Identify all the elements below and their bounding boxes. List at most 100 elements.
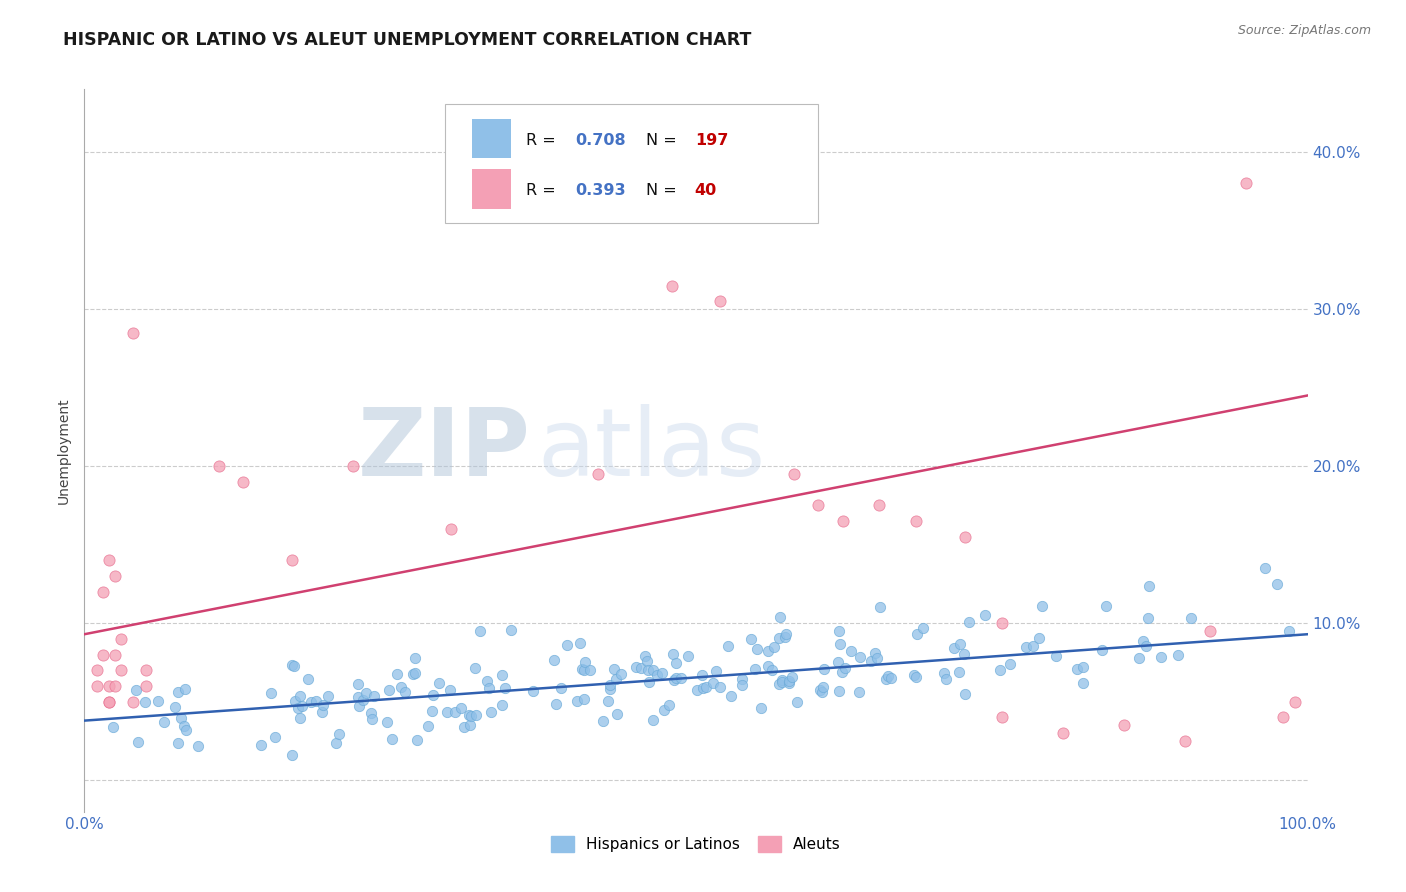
Point — [458, 718, 481, 732]
Text: R =: R = — [526, 133, 561, 148]
Point — [949, 637, 972, 651]
Point — [135, 679, 157, 693]
Point — [375, 715, 398, 730]
Point — [572, 664, 595, 678]
Point — [592, 714, 614, 728]
Point — [678, 648, 700, 663]
Point — [574, 656, 596, 670]
Point — [1254, 561, 1277, 575]
Point — [875, 672, 897, 686]
Point — [572, 691, 595, 706]
Point — [943, 641, 966, 656]
Point — [1137, 579, 1160, 593]
Point — [704, 664, 727, 678]
Point — [1132, 633, 1154, 648]
Point — [232, 475, 254, 489]
Point — [281, 747, 304, 762]
Point — [110, 664, 132, 678]
Point — [848, 649, 870, 664]
Point — [636, 654, 658, 668]
Point — [879, 671, 901, 685]
Point — [122, 326, 145, 340]
Point — [381, 731, 404, 746]
Point — [404, 666, 426, 681]
Point — [756, 659, 779, 673]
Point — [1022, 639, 1045, 653]
Point — [101, 720, 124, 734]
Point — [773, 630, 796, 644]
Text: Source: ZipAtlas.com: Source: ZipAtlas.com — [1237, 24, 1371, 37]
Point — [1167, 648, 1189, 662]
Point — [420, 704, 443, 718]
Point — [953, 687, 976, 701]
Point — [439, 683, 461, 698]
Point — [347, 677, 370, 691]
Point — [97, 695, 120, 709]
Point — [1136, 610, 1159, 624]
Text: 40: 40 — [695, 183, 717, 198]
Point — [869, 599, 891, 614]
Point — [761, 663, 783, 677]
Point — [651, 666, 673, 681]
Point — [250, 738, 273, 752]
Point — [808, 683, 831, 698]
Point — [86, 679, 108, 693]
Point — [605, 672, 627, 686]
Point — [652, 703, 675, 717]
Point — [1015, 640, 1038, 655]
Point — [905, 670, 928, 684]
Point — [167, 685, 190, 699]
Point — [1198, 624, 1220, 639]
Point — [475, 673, 498, 688]
Point — [363, 689, 385, 703]
Point — [354, 685, 377, 699]
Point — [406, 733, 429, 747]
Point — [692, 681, 714, 695]
Point — [605, 707, 627, 722]
Point — [609, 666, 631, 681]
Point — [831, 514, 853, 528]
Point — [811, 685, 834, 699]
Point — [988, 664, 1011, 678]
Point — [907, 627, 929, 641]
Point — [775, 627, 797, 641]
Point — [859, 654, 882, 668]
Point — [91, 648, 114, 662]
Point — [110, 632, 132, 646]
Point — [1066, 662, 1088, 676]
Point — [153, 715, 176, 730]
Point — [952, 647, 974, 661]
Point — [491, 667, 513, 681]
Point — [325, 736, 347, 750]
Point — [912, 621, 935, 635]
Point — [104, 679, 127, 693]
Point — [104, 648, 127, 662]
Point — [458, 708, 481, 723]
Point — [125, 682, 148, 697]
Point — [284, 694, 307, 708]
Point — [264, 731, 287, 745]
Text: 0.708: 0.708 — [575, 133, 626, 148]
Point — [957, 615, 980, 629]
Point — [905, 514, 928, 528]
Point — [991, 616, 1014, 631]
Point — [834, 661, 856, 675]
Point — [1028, 631, 1050, 645]
Point — [769, 610, 792, 624]
Text: ZIP: ZIP — [359, 404, 531, 497]
Point — [586, 467, 609, 481]
Point — [1180, 611, 1202, 625]
Point — [347, 690, 370, 705]
Point — [1236, 177, 1258, 191]
Point — [641, 664, 664, 678]
Point — [690, 667, 713, 681]
Point — [661, 278, 683, 293]
Point — [839, 643, 862, 657]
Point — [762, 640, 785, 654]
Point — [499, 624, 522, 638]
Point — [645, 668, 668, 682]
Point — [377, 682, 399, 697]
Point — [1278, 624, 1301, 639]
Point — [464, 661, 486, 675]
Point — [869, 499, 891, 513]
